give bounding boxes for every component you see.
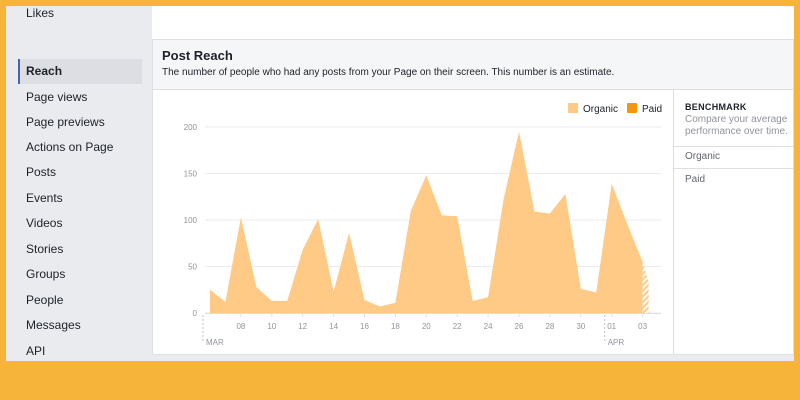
x-tick-label: 16 — [360, 322, 369, 331]
benchmark-paid-option[interactable]: Paid — [685, 174, 706, 185]
post-reach-panel: Post Reach The number of people who had … — [152, 39, 794, 355]
reach-chart-area: 0 50 100 150 200 08 10 12 14 16 18 20 22 24 26 28 30 01 03… — [153, 89, 673, 354]
app-frame: Likes Reach Page views Page previews Act… — [6, 6, 794, 361]
month-label: MAR — [206, 338, 224, 347]
legend-paid-swatch — [627, 103, 637, 113]
sidebar-item-people[interactable]: People — [26, 293, 64, 307]
organic-partial-area — [642, 261, 649, 313]
sidebar-item-groups[interactable]: Groups — [26, 267, 66, 281]
x-tick-label: 28 — [545, 322, 554, 331]
sidebar-item-posts[interactable]: Posts — [26, 165, 57, 179]
organic-series-area — [210, 131, 643, 313]
benchmark-description: Compare your average performance over ti… — [685, 114, 788, 137]
benchmark-panel: BENCHMARK Compare your average performan… — [673, 89, 794, 354]
sidebar-item-events[interactable]: Events — [26, 191, 63, 205]
legend-paid-label: Paid — [642, 104, 662, 115]
sidebar-item-stories[interactable]: Stories — [26, 242, 64, 256]
month-label: APR — [608, 338, 625, 347]
x-tick-label: 12 — [298, 322, 307, 331]
panel-header: Post Reach The number of people who had … — [153, 40, 793, 90]
benchmark-organic-option[interactable]: Organic — [685, 151, 721, 162]
y-tick-label: 200 — [184, 123, 198, 132]
benchmark-divider — [674, 146, 794, 147]
page-title: Post Reach — [162, 48, 233, 63]
sidebar-item-api[interactable]: API — [26, 344, 46, 358]
x-tick-label: 20 — [422, 322, 431, 331]
sidebar-item-page-previews[interactable]: Page previews — [26, 115, 105, 129]
sidebar-item-likes[interactable]: Likes — [26, 6, 55, 20]
x-tick-label: 08 — [236, 322, 245, 331]
sidebar-nav: Likes Reach Page views Page previews Act… — [6, 6, 152, 361]
x-tick-label: 01 — [607, 322, 616, 331]
y-tick-label: 150 — [184, 170, 198, 179]
sidebar-item-actions-on-page[interactable]: Actions on Page — [26, 140, 114, 154]
benchmark-title: BENCHMARK — [685, 102, 747, 112]
x-tick-label: 03 — [638, 322, 647, 331]
reach-chart: 0 50 100 150 200 08 10 12 14 16 18 20 22 24 26 28 30 01 03… — [184, 103, 662, 347]
x-tick-label: 18 — [391, 322, 400, 331]
legend-organic-swatch — [568, 103, 578, 113]
y-tick-label: 0 — [193, 309, 198, 318]
x-tick-label: 24 — [484, 322, 493, 331]
legend-organic-label: Organic — [583, 104, 618, 115]
sidebar-item-page-views[interactable]: Page views — [26, 90, 88, 104]
sidebar-item-messages[interactable]: Messages — [26, 318, 81, 332]
sidebar-item-videos[interactable]: Videos — [26, 216, 63, 230]
y-tick-label: 100 — [184, 216, 198, 225]
x-tick-label: 10 — [267, 322, 276, 331]
x-tick-label: 22 — [453, 322, 462, 331]
benchmark-divider — [674, 168, 794, 169]
x-tick-label: 14 — [329, 322, 338, 331]
x-tick-label: 30 — [576, 322, 585, 331]
page-subtitle: The number of people who had any posts f… — [162, 67, 615, 78]
y-tick-label: 50 — [188, 263, 197, 272]
sidebar-item-reach[interactable]: Reach — [18, 59, 142, 84]
bottom-strip — [152, 355, 794, 361]
x-tick-label: 26 — [515, 322, 524, 331]
